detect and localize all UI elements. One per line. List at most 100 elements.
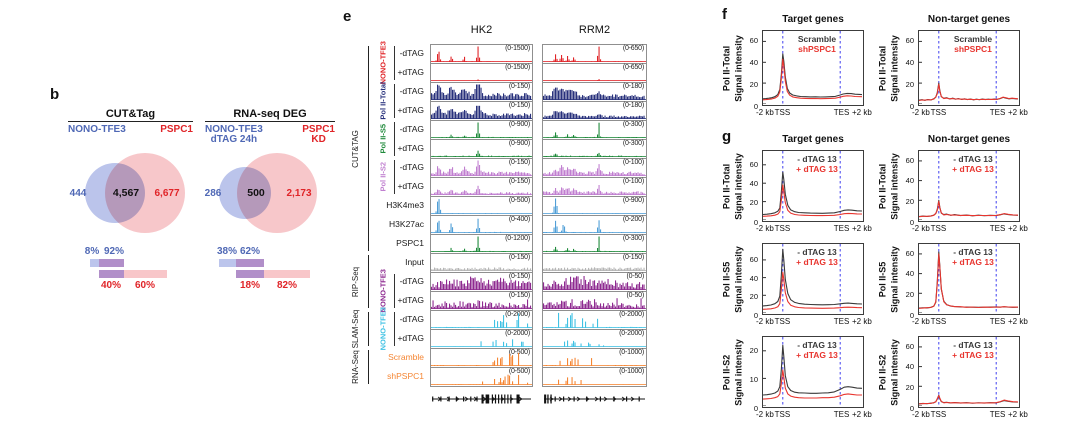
track-signal [431, 185, 532, 195]
x-tick-label: TSS [930, 224, 947, 233]
track-scale-label: (0-150) [508, 102, 530, 109]
track-6-hk2: (0-150) [430, 158, 533, 178]
panel-letter-b: b [50, 86, 60, 103]
track-6-rrm2: (0-100) [542, 158, 647, 178]
y-tick-label: 60 [749, 36, 758, 46]
track-10-hk2: (0-1200) [430, 234, 533, 254]
track-14-rrm2: (0-2000) [542, 310, 647, 330]
y-tick-label: 20 [905, 196, 914, 206]
y-axis-label-name: Pol II-Total [721, 163, 732, 209]
track-signal [543, 377, 646, 385]
track-signal [543, 111, 646, 119]
y-tick-label: 40 [749, 273, 758, 283]
x-tick-label: -2 kb [912, 224, 930, 233]
track-2-hk2: (0-150) [430, 82, 533, 102]
x-tick-label: TES [833, 317, 850, 326]
track-scale-label: (0-50) [626, 292, 645, 299]
track-row-label-15: +dTAG [397, 333, 424, 343]
track-scale-label: (0-180) [622, 83, 644, 90]
gene-title-hk2: HK2 [470, 24, 493, 36]
track-signal [431, 84, 532, 100]
venn-bar2-unique [124, 270, 167, 278]
plot-legend: Scramble shPSPC1 [775, 34, 859, 54]
track-signal [431, 313, 532, 328]
track-row-label-0: -dTAG [399, 48, 424, 58]
track-scale-label: (0-2000) [505, 330, 530, 337]
y-tick-label: 60 [905, 155, 914, 165]
track-scale-label: (0-1000) [619, 368, 644, 375]
x-tick-label: TES [833, 108, 850, 117]
venn-pct-red-left: 18% [239, 280, 261, 291]
plot-title-f_nontarget: Non-target genes [927, 14, 1011, 25]
plot-title-g1_target: Target genes [782, 134, 844, 145]
y-tick-label: 0 [909, 217, 914, 227]
track-signal [543, 122, 646, 138]
track-signal [543, 46, 646, 62]
venn-pct-blue-left: 38% [216, 246, 238, 257]
track-signal [543, 312, 646, 328]
track-scale-label: (0-2000) [505, 311, 530, 318]
plot-legend: - dTAG 13 + dTAG 13 [775, 154, 859, 174]
legend-entry-1: + dTAG 13 [796, 257, 838, 267]
gene-model-hk2 [432, 394, 531, 404]
x-tick-label: +2 kb [1008, 317, 1028, 326]
track-scale-label: (0-300) [622, 235, 644, 242]
y-tick-label: 40 [905, 176, 914, 186]
x-tick-label: TSS [930, 317, 947, 326]
track-12-rrm2: (0-50) [542, 272, 647, 292]
track-signal [431, 150, 532, 157]
track-row-label-7: +dTAG [397, 181, 424, 191]
venn-pct-red-right: 82% [276, 280, 298, 291]
track-row-label-16: Scramble [388, 352, 424, 362]
svg-text:2,173: 2,173 [286, 188, 311, 199]
venn-bar2-overlap [99, 270, 124, 278]
x-tick-label: TSS [774, 410, 791, 419]
plot-title-f_target: Target genes [782, 14, 844, 25]
x-tick-label: TES [989, 224, 1006, 233]
plot-canvas [763, 337, 862, 406]
track-13-rrm2: (0-50) [542, 291, 647, 311]
legend-entry-1: shPSPC1 [798, 44, 836, 54]
track-signal [431, 79, 532, 81]
venn-set-labels: NONO-TFE3 dTAG 24h PSPC1 KD [205, 125, 335, 145]
track-signal [431, 352, 532, 366]
x-tick-label: TSS [774, 108, 791, 117]
track-scale-label: (0-150) [508, 254, 530, 261]
y-tick-label: 40 [749, 58, 758, 68]
track-scale-label: (0-1000) [619, 349, 644, 356]
plot-canvas [919, 31, 1018, 104]
sublabel-bracket-4 [394, 274, 396, 308]
y-tick-label: 20 [905, 289, 914, 299]
venn-set-label-right: PSPC1 [160, 125, 193, 135]
panel-b-venn-section: b CUT&Tag NONO-TFE3 PSPC1 444 4,567 6,677 8% 92… [50, 86, 345, 326]
plot-frame-g1_target: - dTAG 13 + dTAG 13 [762, 150, 864, 222]
y-tick-label: 60 [905, 248, 914, 258]
panel-letter-f: f [722, 6, 727, 23]
track-signal [431, 374, 532, 385]
sublabel-bracket-2 [394, 122, 396, 156]
y-axis-label-name: Pol II-S2 [721, 354, 732, 390]
legend-entry-0: Scramble [797, 34, 837, 44]
track-scale-label: (0-1500) [505, 45, 530, 52]
track-scale-label: (0-900) [508, 140, 530, 147]
track-signal [431, 105, 532, 119]
track-scale-label: (0-1500) [505, 64, 530, 71]
group-bracket-cut&tag [368, 46, 370, 251]
sublabel-bracket-3 [394, 160, 396, 194]
track-11-hk2: (0-150) [430, 253, 533, 273]
group-label-rna-seq: RNA-Seq [351, 350, 360, 384]
x-tick-label: TES [989, 108, 1006, 117]
y-axis-label-name: Pol II-S5 [721, 261, 732, 297]
group-bracket-rip-seq [368, 255, 370, 308]
venn-set-labels: NONO-TFE3 PSPC1 [68, 125, 193, 135]
y-tick-label: 20 [905, 79, 914, 89]
track-7-rrm2: (0-100) [542, 177, 647, 197]
plot-legend: - dTAG 13 + dTAG 13 [931, 154, 1015, 174]
track-signal [543, 87, 646, 100]
y-axis-label-name: Pol II-Total [877, 45, 888, 91]
group-bracket-rna-seq [368, 350, 370, 384]
x-tick-label: TSS [930, 410, 947, 419]
x-tick-label: TES [989, 317, 1006, 326]
track-4-hk2: (0-900) [430, 120, 533, 140]
